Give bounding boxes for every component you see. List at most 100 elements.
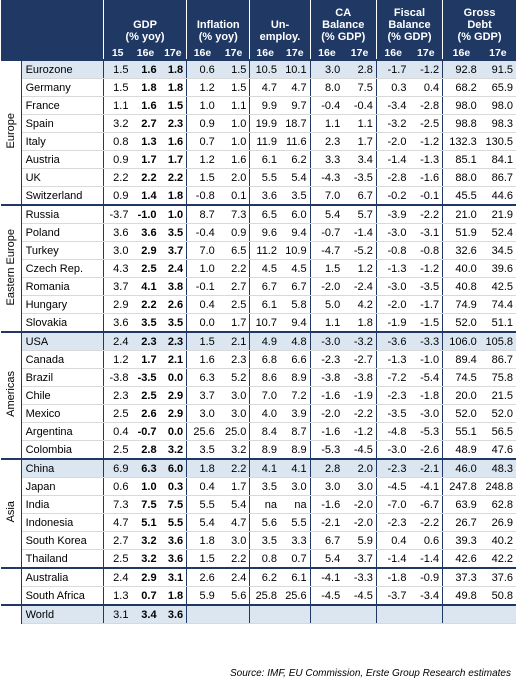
value-cell: 56.5 <box>479 422 516 441</box>
value-cell: -2.3 <box>375 458 410 478</box>
value-cell: 1.2 <box>102 350 132 369</box>
value-cell: 2.2 <box>131 168 160 187</box>
value-cell: 4.7 <box>249 78 280 97</box>
value-cell: 3.2 <box>131 531 160 550</box>
value-cell: 74.5 <box>442 368 480 387</box>
value-cell: -3.0 <box>375 223 410 242</box>
value-cell: 3.9 <box>279 404 311 423</box>
value-cell: 2.0 <box>343 458 377 478</box>
column-header: 16e <box>131 43 160 60</box>
value-cell: 2.4 <box>159 259 187 278</box>
value-cell: 84.1 <box>479 150 516 169</box>
value-cell: 3.0 <box>279 477 311 496</box>
table-row: Czech Rep. 4.3 2.5 2.4 1.0 2.2 4.5 4.5 1.5 1.2 -1.… <box>1 259 516 278</box>
header-line: Balance <box>322 19 365 31</box>
value-cell: 7.3 <box>217 204 250 224</box>
value-cell: -2.0 <box>375 132 410 151</box>
value-cell: 2.8 <box>131 440 160 460</box>
value-cell: 2.1 <box>217 331 250 351</box>
value-cell: na <box>279 495 311 514</box>
value-cell: -1.6 <box>309 495 344 514</box>
value-cell: 1.6 <box>131 96 160 115</box>
value-cell: -3.8 <box>309 368 344 387</box>
value-cell: -7.0 <box>375 495 410 514</box>
value-cell: 1.0 <box>217 132 250 151</box>
value-cell: 2.5 <box>102 404 132 423</box>
value-cell: 6.2 <box>249 567 280 587</box>
country-name: Mexico <box>21 404 104 423</box>
value-cell: 98.0 <box>479 96 516 115</box>
value-cell: 2.0 <box>217 168 250 187</box>
value-cell: 18.7 <box>279 114 311 133</box>
value-cell: 2.6 <box>159 295 187 314</box>
value-cell: 6.0 <box>279 204 311 224</box>
value-cell: 2.8 <box>309 458 344 478</box>
value-cell: 0.0 <box>159 368 187 387</box>
value-cell: 3.6 <box>159 549 187 569</box>
country-name: Russia <box>21 204 104 224</box>
value-cell: -0.1 <box>409 186 443 206</box>
table-row: South Africa 1.3 0.7 1.8 5.9 5.6 25.8 25.6 -4.5-… <box>1 586 516 606</box>
value-cell: -1.2 <box>409 132 443 151</box>
value-cell: -2.0 <box>309 277 344 296</box>
value-cell: 2.9 <box>159 404 187 423</box>
value-cell: 39.3 <box>442 531 480 550</box>
value-cell: 10.1 <box>279 59 311 79</box>
value-cell: 85.1 <box>442 150 480 169</box>
value-cell: 10.5 <box>249 59 280 79</box>
value-cell: 40.8 <box>442 277 480 296</box>
value-cell: -3.3 <box>343 567 377 587</box>
value-cell: 11.9 <box>249 132 280 151</box>
value-cell: 4.5 <box>279 259 311 278</box>
value-cell: 3.5 <box>159 313 187 333</box>
value-cell: 39.6 <box>479 259 516 278</box>
value-cell: 2.3 <box>309 132 344 151</box>
source-note: Source: IMF, EU Commission, Erste Group … <box>229 668 511 679</box>
region-cell <box>1 604 22 624</box>
value-cell: 0.9 <box>102 186 132 206</box>
value-cell: -3.5 <box>343 168 377 187</box>
value-cell: 130.5 <box>479 132 516 151</box>
header-line: Debt <box>467 19 492 31</box>
value-cell: -1.4 <box>409 549 443 569</box>
country-name: South Korea <box>21 531 104 550</box>
data-table: GDP (% yoy) Inflation (% yoy) Un-employ. CA Ba… <box>1 0 516 624</box>
value-cell: 2.2 <box>131 295 160 314</box>
value-cell: 98.3 <box>479 114 516 133</box>
column-header: 16e <box>442 43 480 60</box>
value-cell: 0.9 <box>186 114 218 133</box>
value-cell: 42.2 <box>479 549 516 569</box>
country-name: Spain <box>21 114 104 133</box>
value-cell: -2.6 <box>409 440 443 460</box>
value-cell: -5.3 <box>309 440 344 460</box>
value-cell: 3.0 <box>217 531 250 550</box>
value-cell: -0.1 <box>186 277 218 296</box>
country-name: Canada <box>21 350 104 369</box>
value-cell: 0.3 <box>159 477 187 496</box>
value-cell: 4.7 <box>279 78 311 97</box>
column-header: 17e <box>343 43 377 60</box>
value-cell: -2.3 <box>309 350 344 369</box>
value-cell: 3.6 <box>249 186 280 206</box>
value-cell: 4.3 <box>102 259 132 278</box>
value-cell: 8.9 <box>279 368 311 387</box>
country-name: Chile <box>21 386 104 405</box>
value-cell: 5.5 <box>159 513 187 532</box>
country-name: Australia <box>21 567 104 587</box>
value-cell: 1.1 <box>217 96 250 115</box>
value-cell: 5.1 <box>131 513 160 532</box>
value-cell: 7.2 <box>279 386 311 405</box>
value-cell: 5.9 <box>343 531 377 550</box>
value-cell: 1.2 <box>186 78 218 97</box>
header-line: Gross <box>463 7 496 19</box>
value-cell: -3.0 <box>375 277 410 296</box>
value-cell: 3.0 <box>186 404 218 423</box>
header-line: (% GDP) <box>321 31 366 43</box>
value-cell: 74.9 <box>442 295 480 314</box>
value-cell: -2.0 <box>343 513 377 532</box>
value-cell: 3.2 <box>159 440 187 460</box>
table-row: Mexico 2.5 2.6 2.9 3.0 3.0 4.0 3.9 -2.0 -2.2 -3.5-… <box>1 404 516 423</box>
value-cell: 6.2 <box>279 150 311 169</box>
value-cell: 40.0 <box>442 259 480 278</box>
